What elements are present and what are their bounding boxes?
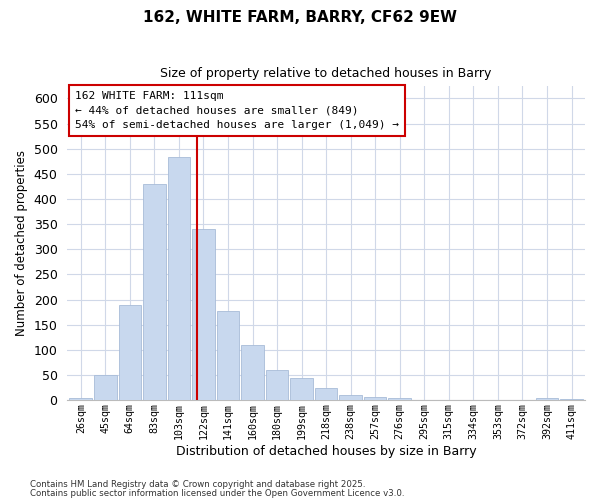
Bar: [167, 157, 190, 400]
Bar: [560, 399, 583, 400]
Title: Size of property relative to detached houses in Barry: Size of property relative to detached ho…: [160, 68, 492, 80]
Bar: [266, 370, 289, 400]
Text: Contains HM Land Registry data © Crown copyright and database right 2025.: Contains HM Land Registry data © Crown c…: [30, 480, 365, 489]
Bar: [536, 398, 558, 400]
Y-axis label: Number of detached properties: Number of detached properties: [15, 150, 28, 336]
Text: 162 WHITE FARM: 111sqm
← 44% of detached houses are smaller (849)
54% of semi-de: 162 WHITE FARM: 111sqm ← 44% of detached…: [75, 90, 399, 130]
Bar: [119, 304, 141, 400]
Bar: [70, 398, 92, 400]
Text: Contains public sector information licensed under the Open Government Licence v3: Contains public sector information licen…: [30, 488, 404, 498]
Bar: [241, 345, 264, 400]
Bar: [217, 311, 239, 400]
Bar: [364, 397, 386, 400]
Text: 162, WHITE FARM, BARRY, CF62 9EW: 162, WHITE FARM, BARRY, CF62 9EW: [143, 10, 457, 25]
Bar: [290, 378, 313, 400]
Bar: [315, 388, 337, 400]
Bar: [340, 394, 362, 400]
Bar: [388, 398, 411, 400]
Bar: [94, 375, 116, 400]
X-axis label: Distribution of detached houses by size in Barry: Distribution of detached houses by size …: [176, 444, 476, 458]
Bar: [143, 184, 166, 400]
Bar: [192, 229, 215, 400]
